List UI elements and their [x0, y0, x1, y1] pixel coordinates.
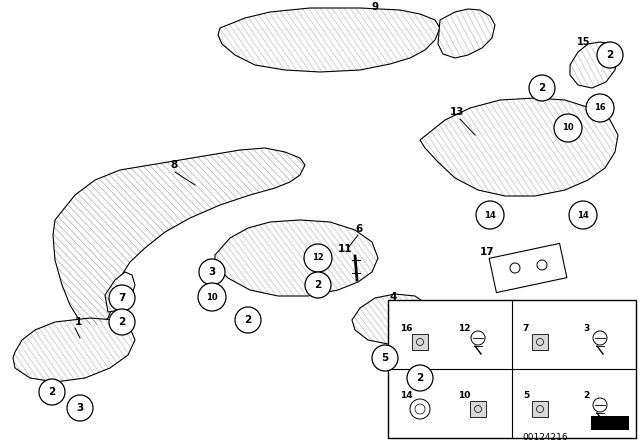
Text: 11: 11 [338, 244, 353, 254]
Text: 1: 1 [75, 317, 83, 327]
Circle shape [529, 75, 555, 101]
Polygon shape [218, 8, 440, 72]
Text: 2: 2 [118, 317, 125, 327]
Polygon shape [13, 318, 135, 382]
Text: 6: 6 [355, 224, 362, 234]
Text: 2: 2 [583, 391, 589, 400]
Text: 10: 10 [562, 124, 574, 133]
Text: 00124216: 00124216 [522, 433, 568, 442]
Text: 2: 2 [417, 373, 424, 383]
Text: 9: 9 [372, 2, 379, 12]
Text: 2: 2 [49, 387, 56, 397]
Text: 7: 7 [118, 293, 125, 303]
Polygon shape [105, 272, 135, 312]
Text: 13: 13 [450, 107, 465, 117]
Polygon shape [438, 9, 495, 58]
Text: 16: 16 [594, 103, 606, 112]
Text: 12: 12 [312, 254, 324, 263]
Circle shape [67, 395, 93, 421]
Circle shape [109, 309, 135, 335]
Circle shape [407, 365, 433, 391]
Circle shape [554, 114, 582, 142]
Polygon shape [489, 243, 567, 293]
Text: 10: 10 [206, 293, 218, 302]
Polygon shape [420, 98, 618, 196]
Bar [532, 334, 548, 350]
Text: 3: 3 [209, 267, 216, 277]
Polygon shape [570, 42, 618, 88]
Text: 15: 15 [577, 37, 591, 47]
Text: 2: 2 [538, 83, 546, 93]
Text: 3: 3 [76, 403, 84, 413]
Text: 17: 17 [480, 247, 495, 257]
Circle shape [597, 42, 623, 68]
Circle shape [235, 307, 261, 333]
Polygon shape [352, 294, 432, 344]
Circle shape [39, 379, 65, 405]
Text: 2: 2 [606, 50, 614, 60]
Text: 7: 7 [523, 324, 529, 333]
Bar [412, 334, 428, 350]
Circle shape [304, 244, 332, 272]
Bar [470, 401, 486, 417]
Text: 14: 14 [484, 211, 496, 220]
Circle shape [198, 283, 226, 311]
Circle shape [109, 285, 135, 311]
Circle shape [372, 345, 398, 371]
Circle shape [586, 94, 614, 122]
Text: 14: 14 [577, 211, 589, 220]
Text: 2: 2 [244, 315, 252, 325]
Polygon shape [53, 148, 305, 325]
Text: 5: 5 [381, 353, 388, 363]
Circle shape [305, 272, 331, 298]
Circle shape [476, 201, 504, 229]
Text: 2: 2 [314, 280, 322, 290]
Bar [388, 300, 636, 438]
Circle shape [199, 259, 225, 285]
Text: 10: 10 [458, 391, 470, 400]
Text: 8: 8 [170, 160, 177, 170]
Text: 4: 4 [390, 292, 397, 302]
Text: 12: 12 [458, 324, 470, 333]
Bar [532, 401, 548, 417]
Circle shape [569, 201, 597, 229]
Text: 5: 5 [523, 391, 529, 400]
Polygon shape [215, 220, 378, 296]
Text: 14: 14 [400, 391, 412, 400]
Bar [591, 416, 629, 430]
Text: 3: 3 [583, 324, 589, 333]
Text: 16: 16 [400, 324, 412, 333]
